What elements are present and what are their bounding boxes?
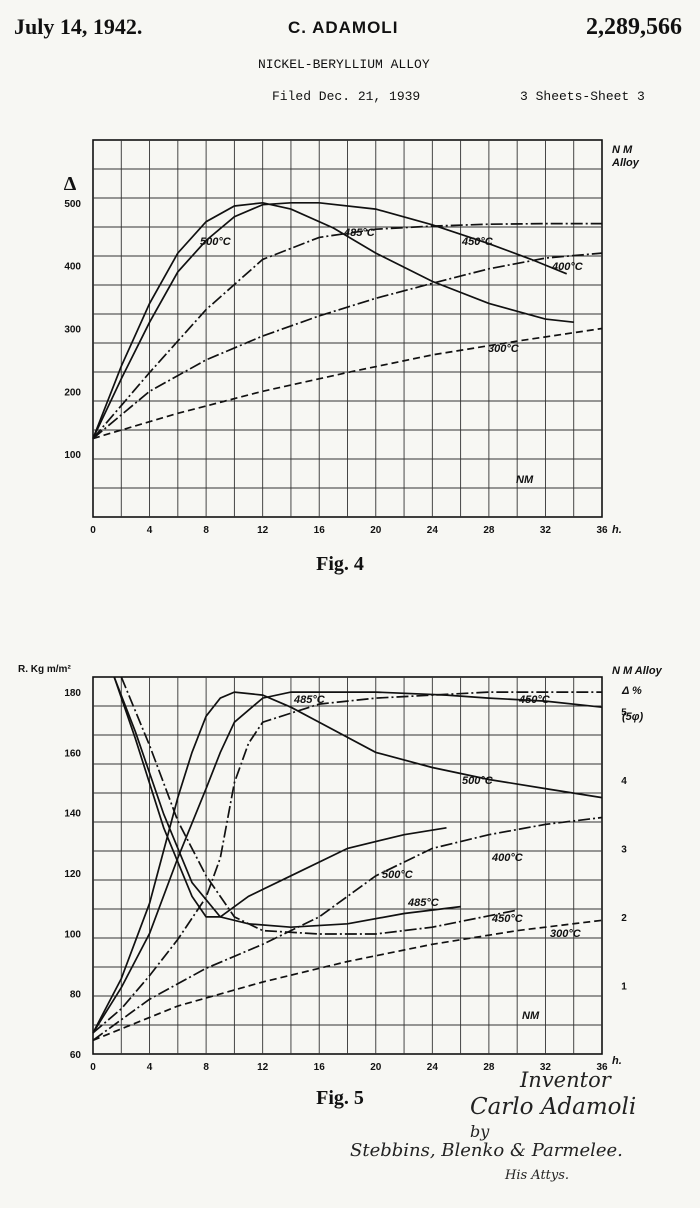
fig5-y2-tick: 2 — [621, 913, 627, 924]
attorneys-label: His Attys. — [505, 1168, 570, 1183]
fig5-y-tick: 140 — [64, 809, 81, 820]
fig4-chart: 0 4 8 12 16 20 24 28 32 36 100 200 300 400 500 Δh. N MAl… — [64, 139, 640, 575]
fig5-elongation-curve-485 — [113, 676, 461, 929]
fig5-label-450c-low: 450°C — [491, 913, 524, 925]
fig4-caption: Fig. 4 — [316, 553, 364, 575]
fig4-label-nm: NM — [516, 474, 534, 486]
fig4-curve-300 — [92, 327, 603, 440]
fig5-5phi-label: (5φ) — [622, 711, 644, 723]
fig5-strength-curve-450 — [92, 691, 602, 1034]
fig4-x-tick: 20 — [370, 525, 382, 536]
fig5-label-485c-top: 485°C — [293, 694, 326, 706]
attorney-signature: Stebbins, Blenko & Parmelee. — [350, 1140, 623, 1161]
fig4-curve-400 — [92, 252, 603, 440]
fig5-x-tick: 8 — [203, 1062, 209, 1073]
inventor-label: Inventor — [520, 1068, 611, 1092]
fig4-x-tick: 28 — [483, 525, 495, 536]
fig4-curve-450 — [92, 222, 602, 440]
fig5-y-tick: 180 — [64, 688, 81, 699]
fig5-y2-tick: 5 — [621, 707, 627, 718]
fig4-y-tick: 500 — [64, 199, 81, 210]
fig5-label-500c-low: 500°C — [382, 869, 414, 881]
fig5-x-unit: h. — [612, 1055, 622, 1067]
fig5-strength-curve-500 — [92, 691, 603, 1034]
fig4-curve-485 — [92, 201, 568, 439]
fig5-label-450c-top: 450°C — [518, 694, 551, 706]
fig4-label-450c: 450°C — [461, 236, 494, 248]
fig5-y-tick: 120 — [64, 869, 81, 880]
patent-title: NICKEL-BERYLLIUM ALLOY — [258, 57, 430, 72]
fig5-x-tick: 4 — [147, 1062, 153, 1073]
fig5-x-tick: 16 — [314, 1062, 326, 1073]
fig4-x-tick: 32 — [540, 525, 552, 536]
fig5-x-tick: 36 — [596, 1062, 608, 1073]
fig5-label-nm: NM — [522, 1010, 540, 1022]
by-label: by — [470, 1122, 490, 1141]
fig4-y-axis-label: Δ — [64, 173, 77, 195]
fig4-label-485c: 485°C — [343, 227, 376, 239]
fig5-y-axis-label: R. Kg m/m² — [18, 664, 71, 675]
fig5-y-tick: 160 — [64, 748, 81, 759]
fig5-x-tick: 32 — [540, 1062, 552, 1073]
fig4-label-400c: 400°C — [551, 261, 584, 273]
inventor-name: C. ADAMOLI — [288, 18, 399, 37]
fig4-curve-500 — [92, 201, 574, 439]
fig5-x-tick: 20 — [370, 1062, 382, 1073]
fig4-nm-label: N M — [612, 144, 633, 156]
fig4-x-tick: 24 — [427, 525, 439, 536]
fig5-label-485c-low: 485°C — [407, 897, 440, 909]
fig5-y-tick: 60 — [70, 1050, 82, 1061]
fig4-y-tick: 400 — [64, 262, 81, 273]
fig4-x-tick: 4 — [147, 525, 153, 536]
fig5-y2-tick: 4 — [621, 776, 627, 787]
fig5-elongation-curve-300 — [92, 919, 603, 1042]
fig5-label-500c-top: 500°C — [462, 775, 494, 787]
fig5-y-tick: 80 — [70, 990, 82, 1001]
fig5-x-tick: 12 — [257, 1062, 269, 1073]
fig5-x-tick: 24 — [427, 1062, 439, 1073]
fig5-y-tick: 100 — [64, 929, 81, 940]
fig4-y-tick: 300 — [64, 325, 81, 336]
fig4-x-unit: h. — [612, 524, 622, 536]
fig4-label-300c: 300°C — [488, 343, 520, 355]
fig4-x-tick: 16 — [314, 525, 326, 536]
patent-date: July 14, 1942. — [14, 14, 143, 39]
fig4-x-tick: 8 — [203, 525, 209, 536]
fig5-label-300c: 300°C — [550, 928, 582, 940]
fig4-label-500c: 500°C — [200, 236, 232, 248]
fig5-x-tick: 28 — [483, 1062, 495, 1073]
fig5-y2-tick: 1 — [621, 981, 627, 992]
fig5-y2-tick: 3 — [621, 844, 627, 855]
fig5-caption: Fig. 5 — [316, 1087, 364, 1109]
fig5-elongation-curve-400 — [92, 816, 603, 1041]
filing-date: Filed Dec. 21, 1939 — [272, 89, 421, 104]
fig4-x-tick: 12 — [257, 525, 269, 536]
patent-number: 2,289,566 — [586, 14, 682, 40]
fig4-y-tick: 100 — [64, 450, 81, 461]
fig5-label-400c: 400°C — [491, 852, 524, 864]
fig4-y-tick: 200 — [64, 387, 81, 398]
sheet-count: 3 Sheets-Sheet 3 — [520, 89, 645, 104]
fig4-x-tick: 0 — [90, 525, 96, 536]
inventor-signature: Carlo Adamoli — [470, 1094, 637, 1120]
fig5-nm-alloy-label: N M Alloy — [612, 665, 663, 677]
fig5-elongation-curve-450 — [120, 676, 518, 935]
fig5-delta-label: Δ % — [621, 685, 642, 697]
fig5-strength-curve-485 — [92, 691, 603, 1034]
fig4-x-tick: 36 — [596, 525, 608, 536]
fig5-x-tick: 0 — [90, 1062, 96, 1073]
fig4-alloy-label: Alloy — [611, 157, 640, 169]
